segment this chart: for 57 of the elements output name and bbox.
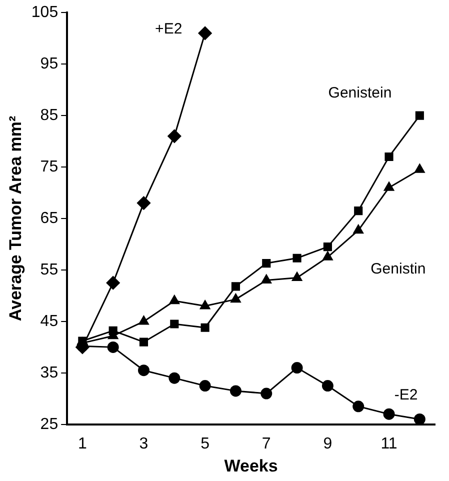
point [292,272,302,281]
point [262,259,271,268]
point [199,380,211,392]
y-axis-title: Average Tumor Area mm² [6,116,25,322]
y-tick-label: 25 [40,416,58,433]
series-label: -E2 [394,386,418,404]
point [384,182,394,191]
x-tick-label: 3 [139,435,148,452]
point [352,400,364,412]
y-tick-label: 85 [40,106,58,124]
point [291,362,303,374]
point [322,251,333,260]
y-tick-label: 75 [40,158,58,176]
y-tick-label: 65 [40,210,58,227]
point [230,294,241,303]
point [170,320,179,328]
point [384,152,394,162]
y-tick-label: 45 [40,312,58,330]
point [292,254,302,262]
series-label: Genistin [370,260,426,278]
point [168,129,182,143]
point [415,111,424,120]
point [414,414,426,424]
point [107,341,119,353]
point [168,372,180,384]
y-tick-label: 105 [31,4,58,22]
x-tick-label: 5 [200,435,210,452]
point [198,26,212,40]
point [106,276,120,290]
point [200,300,210,310]
point [322,380,334,392]
point [200,323,210,332]
point [414,164,425,173]
y-tick-label: 95 [40,55,58,72]
point [108,326,118,335]
point [138,364,150,376]
series-label: Genistein [328,84,392,102]
y-tick-label: 55 [40,261,58,278]
point [139,338,148,346]
point [353,224,364,234]
point [169,295,180,304]
point [230,385,242,397]
point [231,282,240,291]
x-tick-label: 1 [78,435,87,452]
x-tick-label: 9 [323,435,332,452]
point [323,242,332,252]
point [138,316,149,325]
y-tick-label: 35 [40,364,58,382]
x-tick-label: 11 [380,435,398,452]
point [260,388,272,400]
series-label: +E2 [155,20,182,38]
x-tick-label: 7 [262,435,271,452]
point [136,196,150,210]
point [383,408,395,420]
point [354,206,363,216]
x-axis-title: Weeks [224,456,278,476]
point [261,274,272,284]
